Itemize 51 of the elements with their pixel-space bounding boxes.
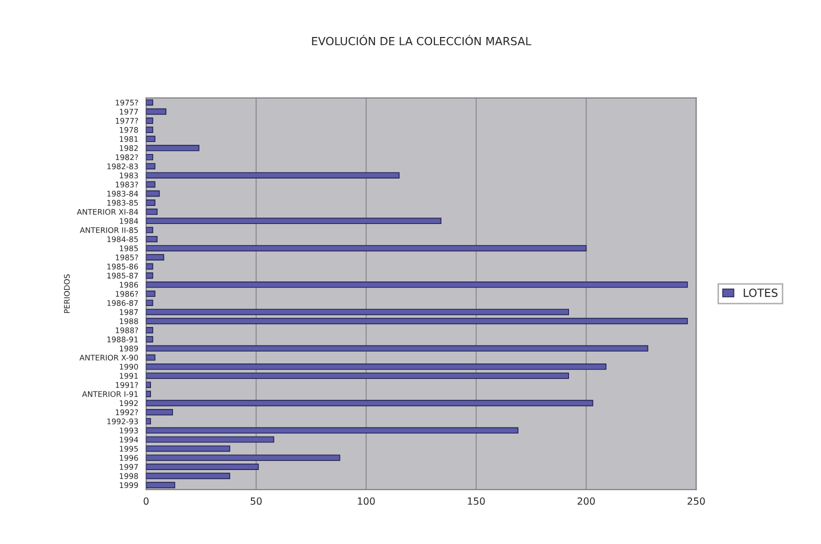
bar	[146, 144, 200, 152]
bar	[146, 190, 160, 197]
bar	[146, 390, 151, 398]
legend-label: LOTES	[744, 288, 778, 297]
bar	[146, 482, 176, 488]
bar	[146, 354, 156, 361]
bar	[146, 200, 156, 206]
bar	[146, 454, 340, 461]
bar	[146, 372, 570, 379]
bar	[146, 472, 230, 480]
bar	[146, 400, 594, 406]
x-tick-label: 100	[358, 497, 375, 505]
bar	[146, 363, 606, 370]
bar	[146, 290, 156, 297]
bar	[146, 272, 154, 279]
bar	[146, 208, 158, 215]
bar	[146, 218, 442, 224]
x-tick-label: 200	[578, 497, 595, 505]
bar	[146, 245, 587, 252]
bar	[146, 99, 154, 106]
bar	[146, 345, 648, 352]
bar	[146, 118, 154, 124]
x-tick-label: 150	[468, 497, 485, 505]
bar	[146, 226, 154, 234]
x-tick-label: 50	[250, 497, 262, 505]
bar	[146, 418, 151, 424]
bar	[146, 181, 156, 188]
bar	[146, 336, 154, 342]
bar	[146, 327, 154, 334]
bar	[146, 126, 154, 133]
bar	[146, 282, 688, 288]
x-tick-label: 0	[144, 497, 149, 505]
bar	[146, 464, 259, 470]
bar	[146, 154, 154, 160]
bar	[146, 254, 164, 260]
bar	[146, 300, 154, 306]
bar	[146, 409, 173, 416]
bar	[146, 318, 688, 324]
bar	[146, 308, 570, 316]
bar	[146, 136, 156, 142]
bar	[146, 427, 518, 434]
bar	[146, 382, 151, 388]
chart-title: EVOLUCIÓN DE LA COLECCIÓN MARSAL	[312, 34, 532, 46]
bar	[146, 436, 274, 443]
bar	[146, 163, 156, 170]
x-tick-label: 250	[688, 497, 705, 505]
bar	[146, 445, 230, 452]
bar	[146, 236, 158, 242]
bar	[146, 108, 166, 115]
bar	[146, 263, 154, 270]
bar	[146, 172, 400, 178]
